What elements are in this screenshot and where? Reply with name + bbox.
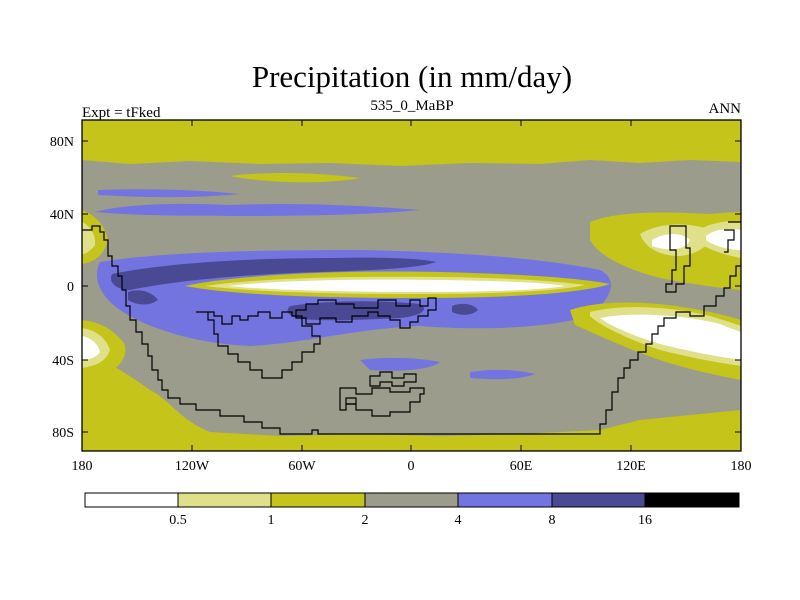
colorbar-swatch — [84, 492, 179, 508]
x-tick-label: 60W — [288, 459, 316, 474]
x-tick-label: 120W — [175, 459, 210, 474]
band-lt-0.5-northeast-2 — [706, 228, 741, 250]
x-tick-label: 120E — [616, 459, 646, 474]
y-tick-label: 80S — [52, 426, 74, 441]
y-tick-label: 80N — [50, 135, 74, 150]
y-tick-label: 40S — [52, 354, 74, 369]
band-4-8-north-2 — [98, 189, 240, 198]
x-tick-label: 60E — [510, 459, 533, 474]
x-axis: 180 120W 60W 0 60E 120E 180 — [72, 120, 752, 474]
y-tick-label: 0 — [67, 280, 74, 295]
colorbar-label: 16 — [638, 513, 652, 528]
colorbar-label: 2 — [362, 513, 369, 528]
coastline-southern-island-2 — [369, 371, 417, 387]
x-tick: 60W — [288, 120, 316, 474]
x-tick: 180 — [731, 445, 752, 474]
coastline-small-island — [345, 397, 357, 405]
colorbar-label: 0.5 — [169, 513, 187, 528]
x-tick: 120W — [175, 120, 210, 474]
band-8-16-west-patch — [128, 290, 158, 305]
colorbar-swatch — [551, 492, 646, 508]
x-tick: 60E — [510, 120, 533, 474]
season-label: ANN — [709, 101, 742, 117]
y-tick: 40S — [52, 354, 741, 369]
colorbar-swatch — [177, 492, 272, 508]
coastline-central-landmass — [295, 297, 437, 329]
experiment-label: Expt = tFked — [82, 105, 161, 121]
y-tick: 40N — [50, 208, 741, 223]
coastline-west-continent — [82, 225, 741, 435]
x-tick: 0 — [408, 120, 415, 474]
y-tick-label: 40N — [50, 208, 74, 223]
coastlines — [82, 221, 741, 435]
band-4-8-north — [95, 203, 420, 216]
y-tick: 80S — [52, 426, 741, 441]
band-4-8-south-2 — [470, 369, 535, 380]
band-1-2-north-lobe — [230, 172, 360, 183]
colorbar-swatch — [457, 492, 553, 508]
colorbar-label: 1 — [268, 513, 275, 528]
colorbar: 0.5 1 2 4 8 16 — [84, 492, 740, 528]
band-1-2-south — [82, 352, 741, 451]
colorbar-swatch — [644, 492, 740, 508]
colorbar-label: 8 — [549, 513, 556, 528]
y-axis: 80N 40N 0 40S 80S — [50, 135, 741, 441]
period-label: 535_0_MaBP — [370, 98, 453, 114]
colorbar-swatch — [270, 492, 366, 508]
colorbar-label: 4 — [455, 513, 462, 528]
band-lt-0.5-northeast — [652, 234, 690, 250]
precipitation-field — [82, 120, 741, 451]
coastline-south-continent — [196, 311, 321, 379]
band-8-16-small-patch — [452, 303, 478, 315]
coastline-east-landmass — [724, 221, 741, 253]
band-lt-0.5-southeast — [600, 314, 741, 360]
colorbar-swatch — [364, 492, 459, 508]
x-tick: 180 — [72, 445, 93, 474]
band-8-16-north-itcz — [110, 257, 436, 290]
x-tick-label: 0 — [408, 459, 415, 474]
band-lt-0.5-equatorial — [228, 279, 565, 292]
map-title: Precipitation (in mm/day) — [252, 59, 572, 94]
x-tick-label: 180 — [731, 459, 752, 474]
band-4-8-south — [360, 357, 440, 371]
y-tick: 0 — [67, 280, 741, 295]
coastline-northeast-landmass — [665, 225, 691, 293]
y-tick: 80N — [50, 135, 741, 150]
x-tick-label: 180 — [72, 459, 93, 474]
x-tick: 120E — [616, 120, 646, 474]
band-lt-0.5-southwest — [82, 336, 100, 360]
band-1-2-north — [82, 120, 741, 166]
